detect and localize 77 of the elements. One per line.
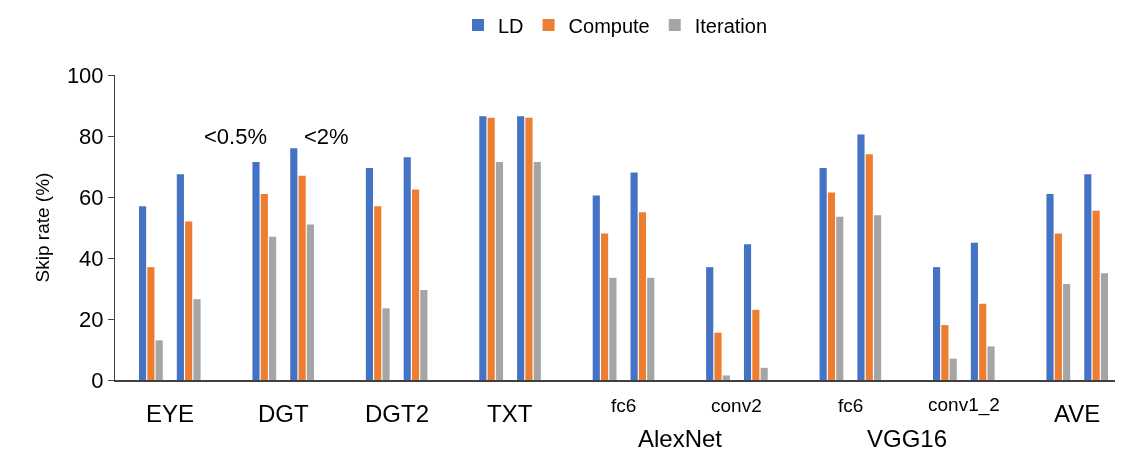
bar (836, 216, 844, 380)
annotation: <2% (304, 124, 349, 149)
bar (1084, 174, 1092, 380)
bar (865, 154, 873, 380)
x-tick-label: AVE (1054, 400, 1101, 427)
bar (260, 193, 268, 380)
x-tick-label: DGT2 (365, 400, 430, 427)
bar (941, 325, 949, 380)
bar (290, 148, 298, 380)
bar (193, 299, 201, 380)
y-tick-label: 100 (66, 62, 104, 88)
bar (647, 277, 655, 380)
bar (1092, 210, 1100, 380)
bar (138, 206, 147, 380)
bar (487, 117, 495, 380)
legend-label: Compute (568, 14, 650, 37)
bar (298, 175, 306, 380)
bar (706, 267, 714, 380)
bar (722, 375, 730, 380)
x-tick-label: EYE (146, 400, 195, 427)
bar (979, 303, 987, 380)
legend-label: Iteration (694, 14, 767, 37)
bar (269, 236, 277, 380)
x-tick-label: conv1_2 (928, 394, 1000, 416)
bar (525, 117, 533, 380)
bar (743, 244, 752, 380)
bar (517, 116, 525, 380)
bar (147, 267, 155, 380)
bar (533, 161, 541, 380)
bar (630, 172, 638, 380)
bar (479, 116, 487, 380)
bar (760, 367, 768, 380)
annotation: <0.5% (204, 124, 267, 149)
bar (306, 224, 315, 380)
bar (403, 157, 411, 380)
bar (420, 290, 428, 380)
bar (638, 212, 646, 380)
bar (365, 168, 373, 380)
text: AlexNet (638, 425, 723, 452)
bar (827, 192, 836, 380)
legend-label: LD (498, 14, 524, 37)
y-tick-label: 40 (79, 245, 104, 271)
bar (714, 332, 722, 380)
bar (1046, 193, 1054, 380)
bar (411, 189, 420, 380)
bar (1100, 273, 1109, 380)
x-tick-label: fc6 (611, 395, 637, 416)
bar (819, 168, 827, 380)
bar (382, 308, 390, 380)
x-tick-label: TXT (487, 400, 533, 427)
y-axis-title: Skip rate (%) (31, 172, 53, 283)
bar (752, 309, 760, 380)
bar (176, 174, 184, 380)
bar (874, 215, 882, 380)
bar (987, 346, 995, 380)
y-tick-label: 80 (79, 123, 104, 149)
bar (252, 161, 260, 380)
bar (592, 195, 600, 380)
x-tick-label: fc6 (838, 395, 864, 416)
bar (185, 221, 193, 380)
bar (970, 242, 978, 380)
x-tick-label: DGT (258, 400, 309, 427)
bar (857, 134, 865, 380)
bar (155, 340, 163, 380)
bar (374, 206, 382, 380)
y-tick-label: 60 (79, 184, 104, 210)
bar (495, 161, 504, 380)
y-tick-label: 20 (79, 306, 104, 332)
text: VGG16 (867, 425, 948, 452)
bar (1063, 283, 1071, 380)
bar (949, 358, 957, 380)
bar (609, 277, 617, 380)
bar (601, 233, 609, 380)
x-tick-label: conv2 (711, 395, 762, 416)
bar (933, 267, 941, 380)
y-tick-label: 0 (91, 367, 104, 393)
bar (1054, 233, 1062, 380)
